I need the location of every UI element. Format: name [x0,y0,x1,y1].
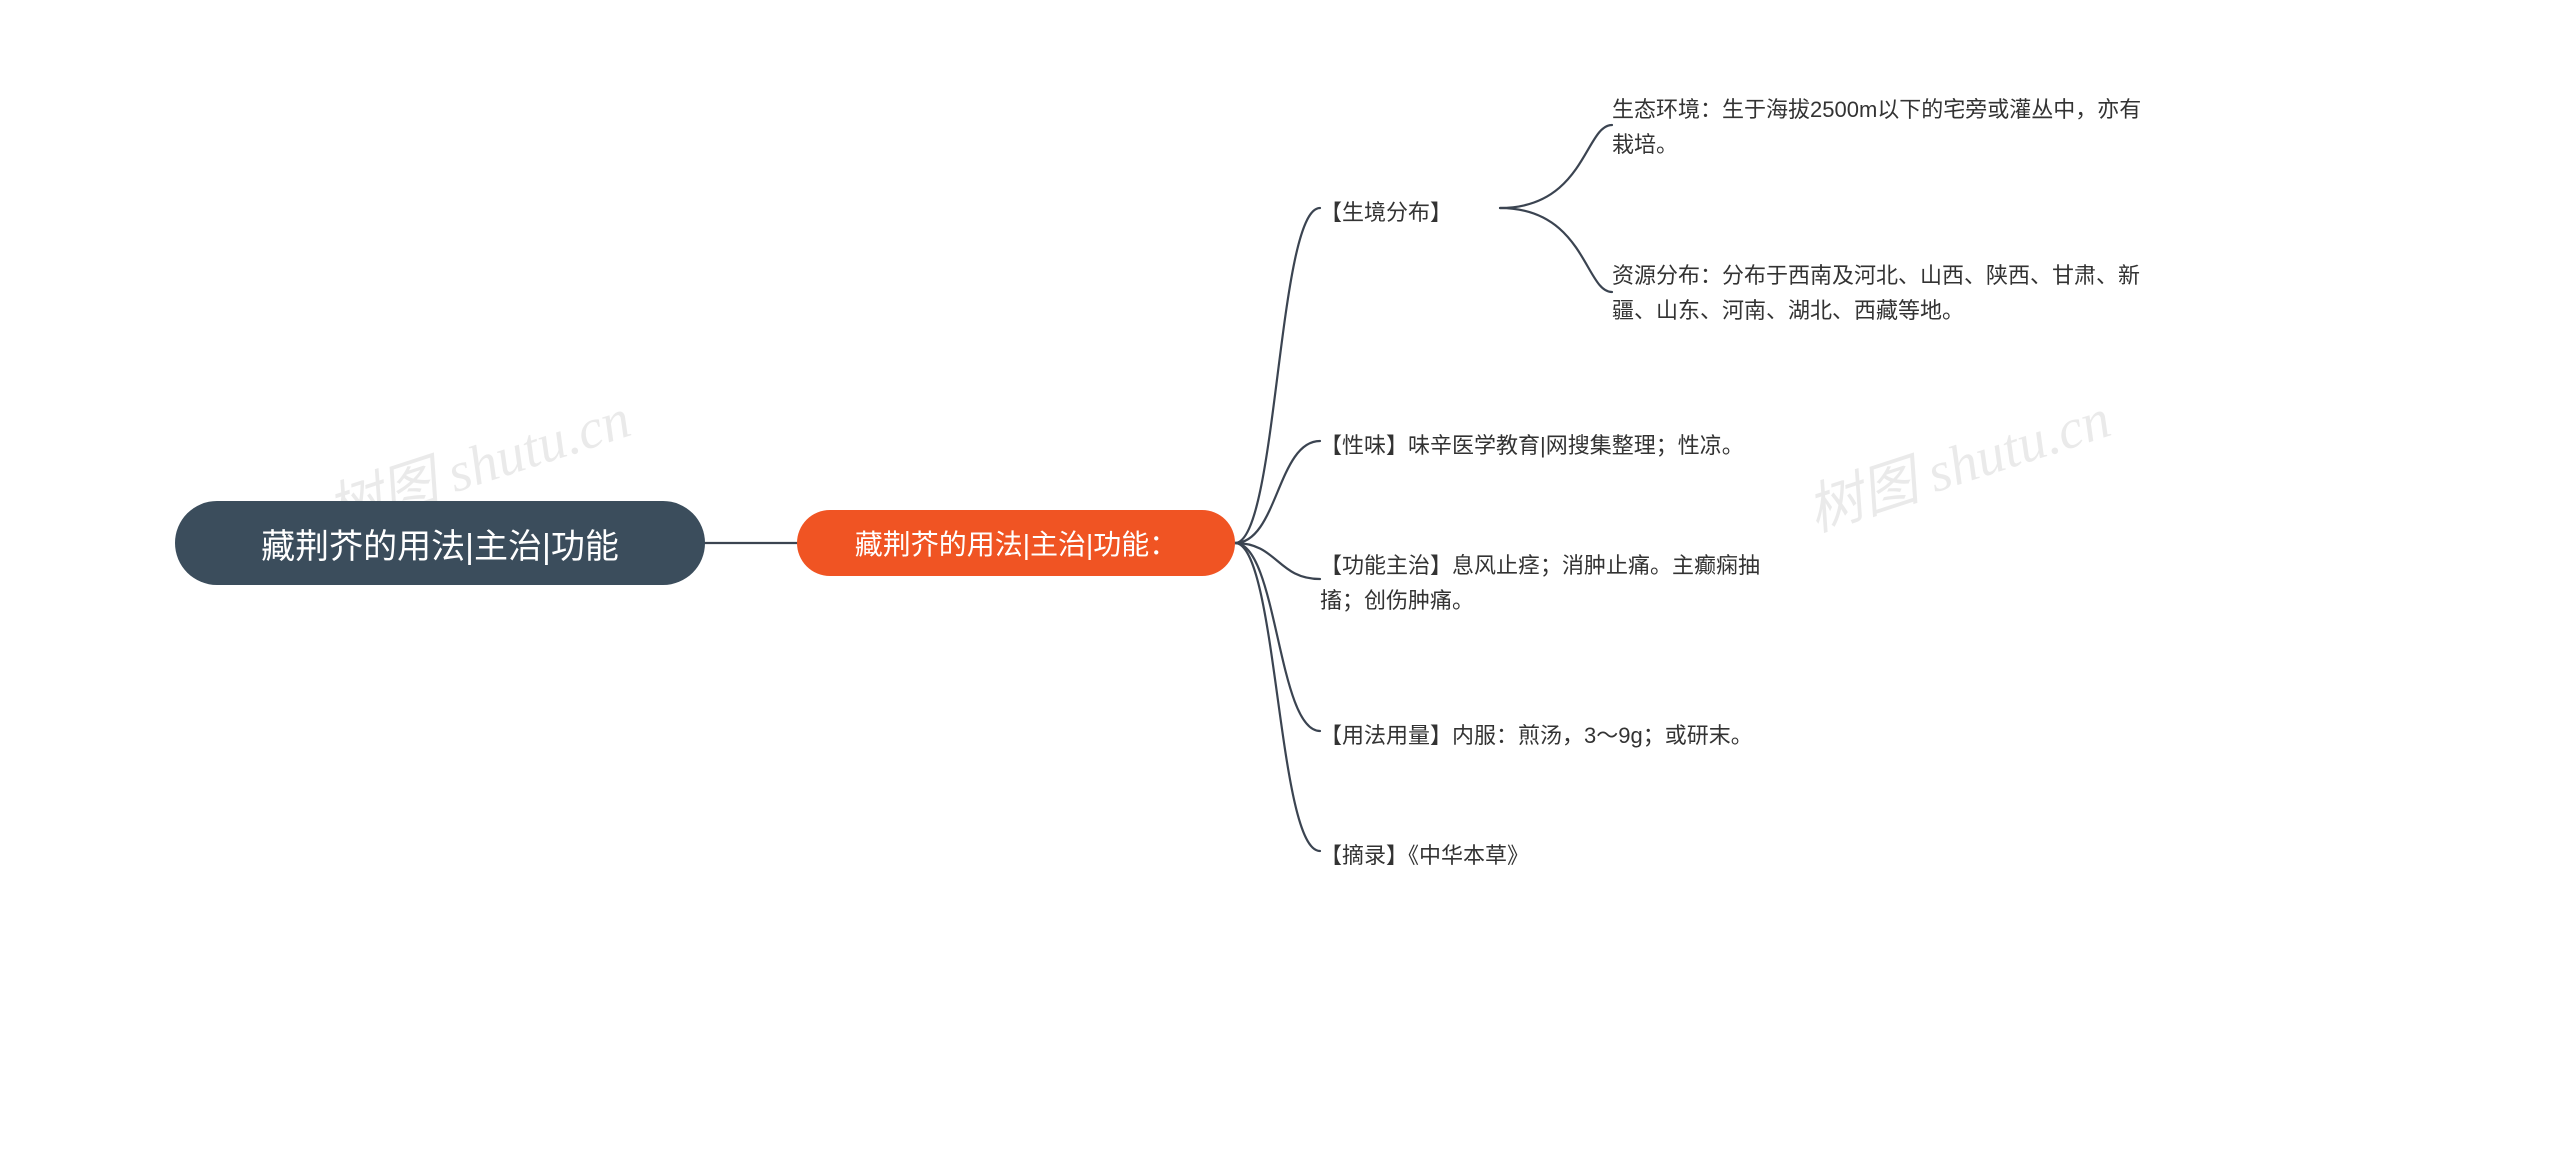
root-node: 藏荆芥的用法|主治|功能 [175,501,705,585]
leaf-habitat: 【生境分布】 [1320,195,1520,230]
leaf-habitat-eco: 生态环境：生于海拔2500m以下的宅旁或灌丛中，亦有栽培。 [1612,92,2142,162]
leaf-dosage-label: 【用法用量】内服：煎汤，3～9g；或研末。 [1320,723,1753,748]
leaf-func-label: 【功能主治】息风止痉；消肿止痛。主癫痫抽搐；创伤肿痛。 [1320,553,1760,613]
leaf-habitat-res-label: 资源分布：分布于西南及河北、山西、陕西、甘肃、新疆、山东、河南、湖北、西藏等地。 [1612,263,2140,323]
leaf-habitat-res: 资源分布：分布于西南及河北、山西、陕西、甘肃、新疆、山东、河南、湖北、西藏等地。 [1612,258,2152,328]
root-label: 藏荆芥的用法|主治|功能 [261,519,619,568]
sub-node: 藏荆芥的用法|主治|功能： [797,510,1235,576]
leaf-habitat-label: 【生境分布】 [1320,200,1452,225]
leaf-dosage: 【用法用量】内服：煎汤，3～9g；或研末。 [1320,718,1800,753]
leaf-func: 【功能主治】息风止痉；消肿止痛。主癫痫抽搐；创伤肿痛。 [1320,548,1800,618]
sub-label: 藏荆芥的用法|主治|功能： [855,523,1178,563]
leaf-habitat-eco-label: 生态环境：生于海拔2500m以下的宅旁或灌丛中，亦有栽培。 [1612,97,2141,157]
watermark-2: 树图 shutu.cn [1795,373,2119,547]
leaf-excerpt-label: 【摘录】《中华本草》 [1320,843,1529,868]
leaf-excerpt: 【摘录】《中华本草》 [1320,838,1620,873]
leaf-taste-label: 【性味】味辛医学教育|网搜集整理；性凉。 [1320,433,1744,458]
leaf-taste: 【性味】味辛医学教育|网搜集整理；性凉。 [1320,428,1790,463]
